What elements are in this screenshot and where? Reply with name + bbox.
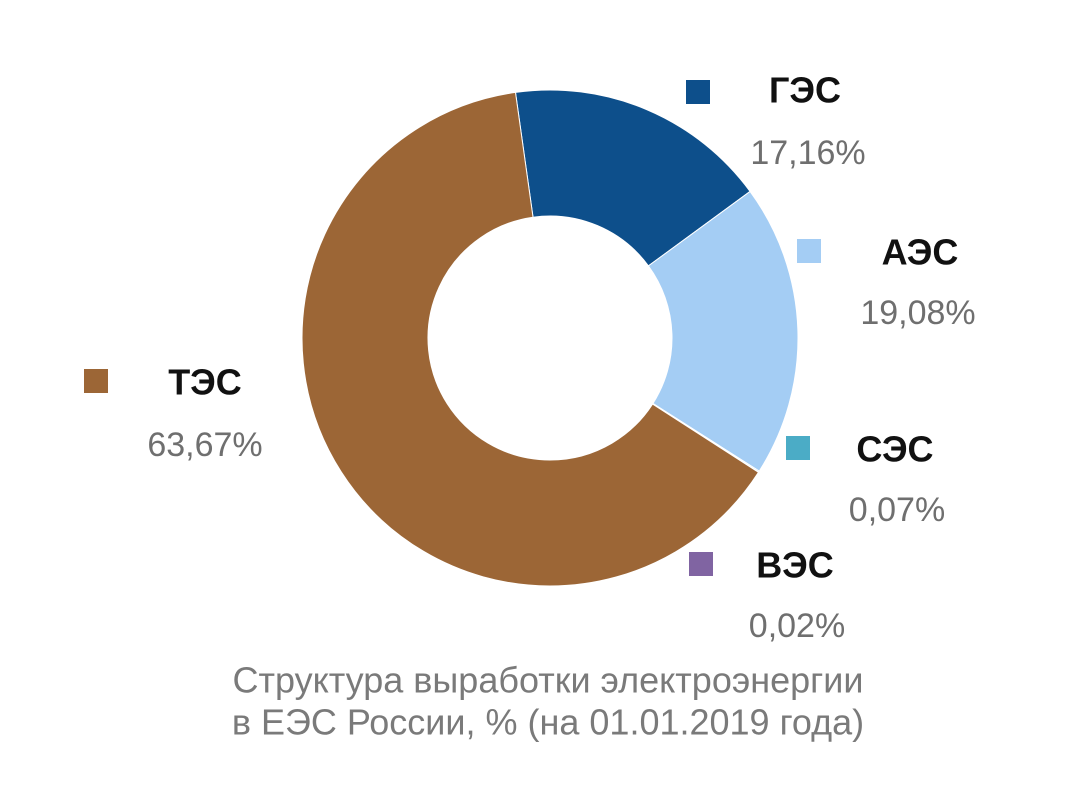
- legend-marker: [797, 239, 821, 263]
- chart-title: Структура выработки электроэнергии: [233, 660, 864, 701]
- value-label: 17,16%: [750, 134, 865, 172]
- category-label: ВЭС: [756, 545, 834, 586]
- value-label: 19,08%: [860, 294, 975, 332]
- legend-marker: [689, 552, 713, 576]
- category-label: АЭС: [882, 232, 959, 273]
- value-label: 63,67%: [147, 426, 262, 464]
- donut-slice: [647, 190, 799, 472]
- legend-marker: [84, 369, 108, 393]
- category-label: ГЭС: [769, 70, 841, 111]
- donut-slice: [301, 91, 760, 587]
- legend-marker: [686, 80, 710, 104]
- category-label: СЭС: [856, 429, 933, 470]
- value-label: 0,07%: [849, 491, 945, 529]
- category-label: ТЭС: [168, 362, 242, 403]
- legend-marker: [786, 436, 810, 460]
- donut-slice: [514, 89, 751, 267]
- value-label: 0,02%: [749, 607, 845, 645]
- chart-subtitle: в ЕЭС России, % (на 01.01.2019 года): [232, 702, 864, 743]
